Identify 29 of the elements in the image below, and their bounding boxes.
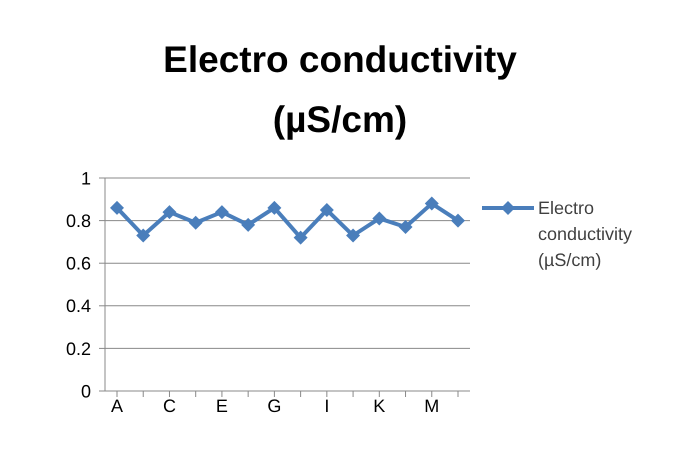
x-tick-label: A bbox=[110, 396, 124, 416]
y-tick-label: 0.2 bbox=[66, 338, 91, 359]
y-tick-label: 0.4 bbox=[66, 296, 91, 316]
point bbox=[267, 200, 282, 215]
x-tick-label: I bbox=[324, 396, 330, 416]
point bbox=[424, 196, 439, 211]
point bbox=[188, 216, 203, 230]
y-tick-label: 0.8 bbox=[66, 210, 91, 231]
point bbox=[136, 228, 150, 243]
x-tick-label: E bbox=[216, 396, 228, 416]
x-tick-label: C bbox=[162, 396, 176, 416]
point bbox=[451, 214, 465, 228]
point bbox=[346, 228, 360, 243]
legend-label: Electro conductivity (µS/cm) bbox=[538, 197, 634, 272]
point bbox=[162, 205, 176, 220]
y-tick-label: 0.6 bbox=[66, 254, 91, 274]
chart-title: Electro conductivity (µS/cm) bbox=[162, 38, 518, 142]
point bbox=[372, 211, 386, 226]
x-tick-label: G bbox=[267, 396, 282, 416]
point bbox=[241, 218, 256, 232]
point bbox=[398, 220, 413, 234]
x-tick-label: M bbox=[424, 396, 440, 416]
point bbox=[214, 205, 229, 220]
x-tick-label: K bbox=[373, 396, 386, 416]
point bbox=[320, 202, 334, 217]
point bbox=[294, 230, 308, 245]
point bbox=[110, 200, 124, 215]
y-tick-label: 1 bbox=[80, 168, 91, 188]
y-tick-label: 0 bbox=[80, 381, 91, 402]
